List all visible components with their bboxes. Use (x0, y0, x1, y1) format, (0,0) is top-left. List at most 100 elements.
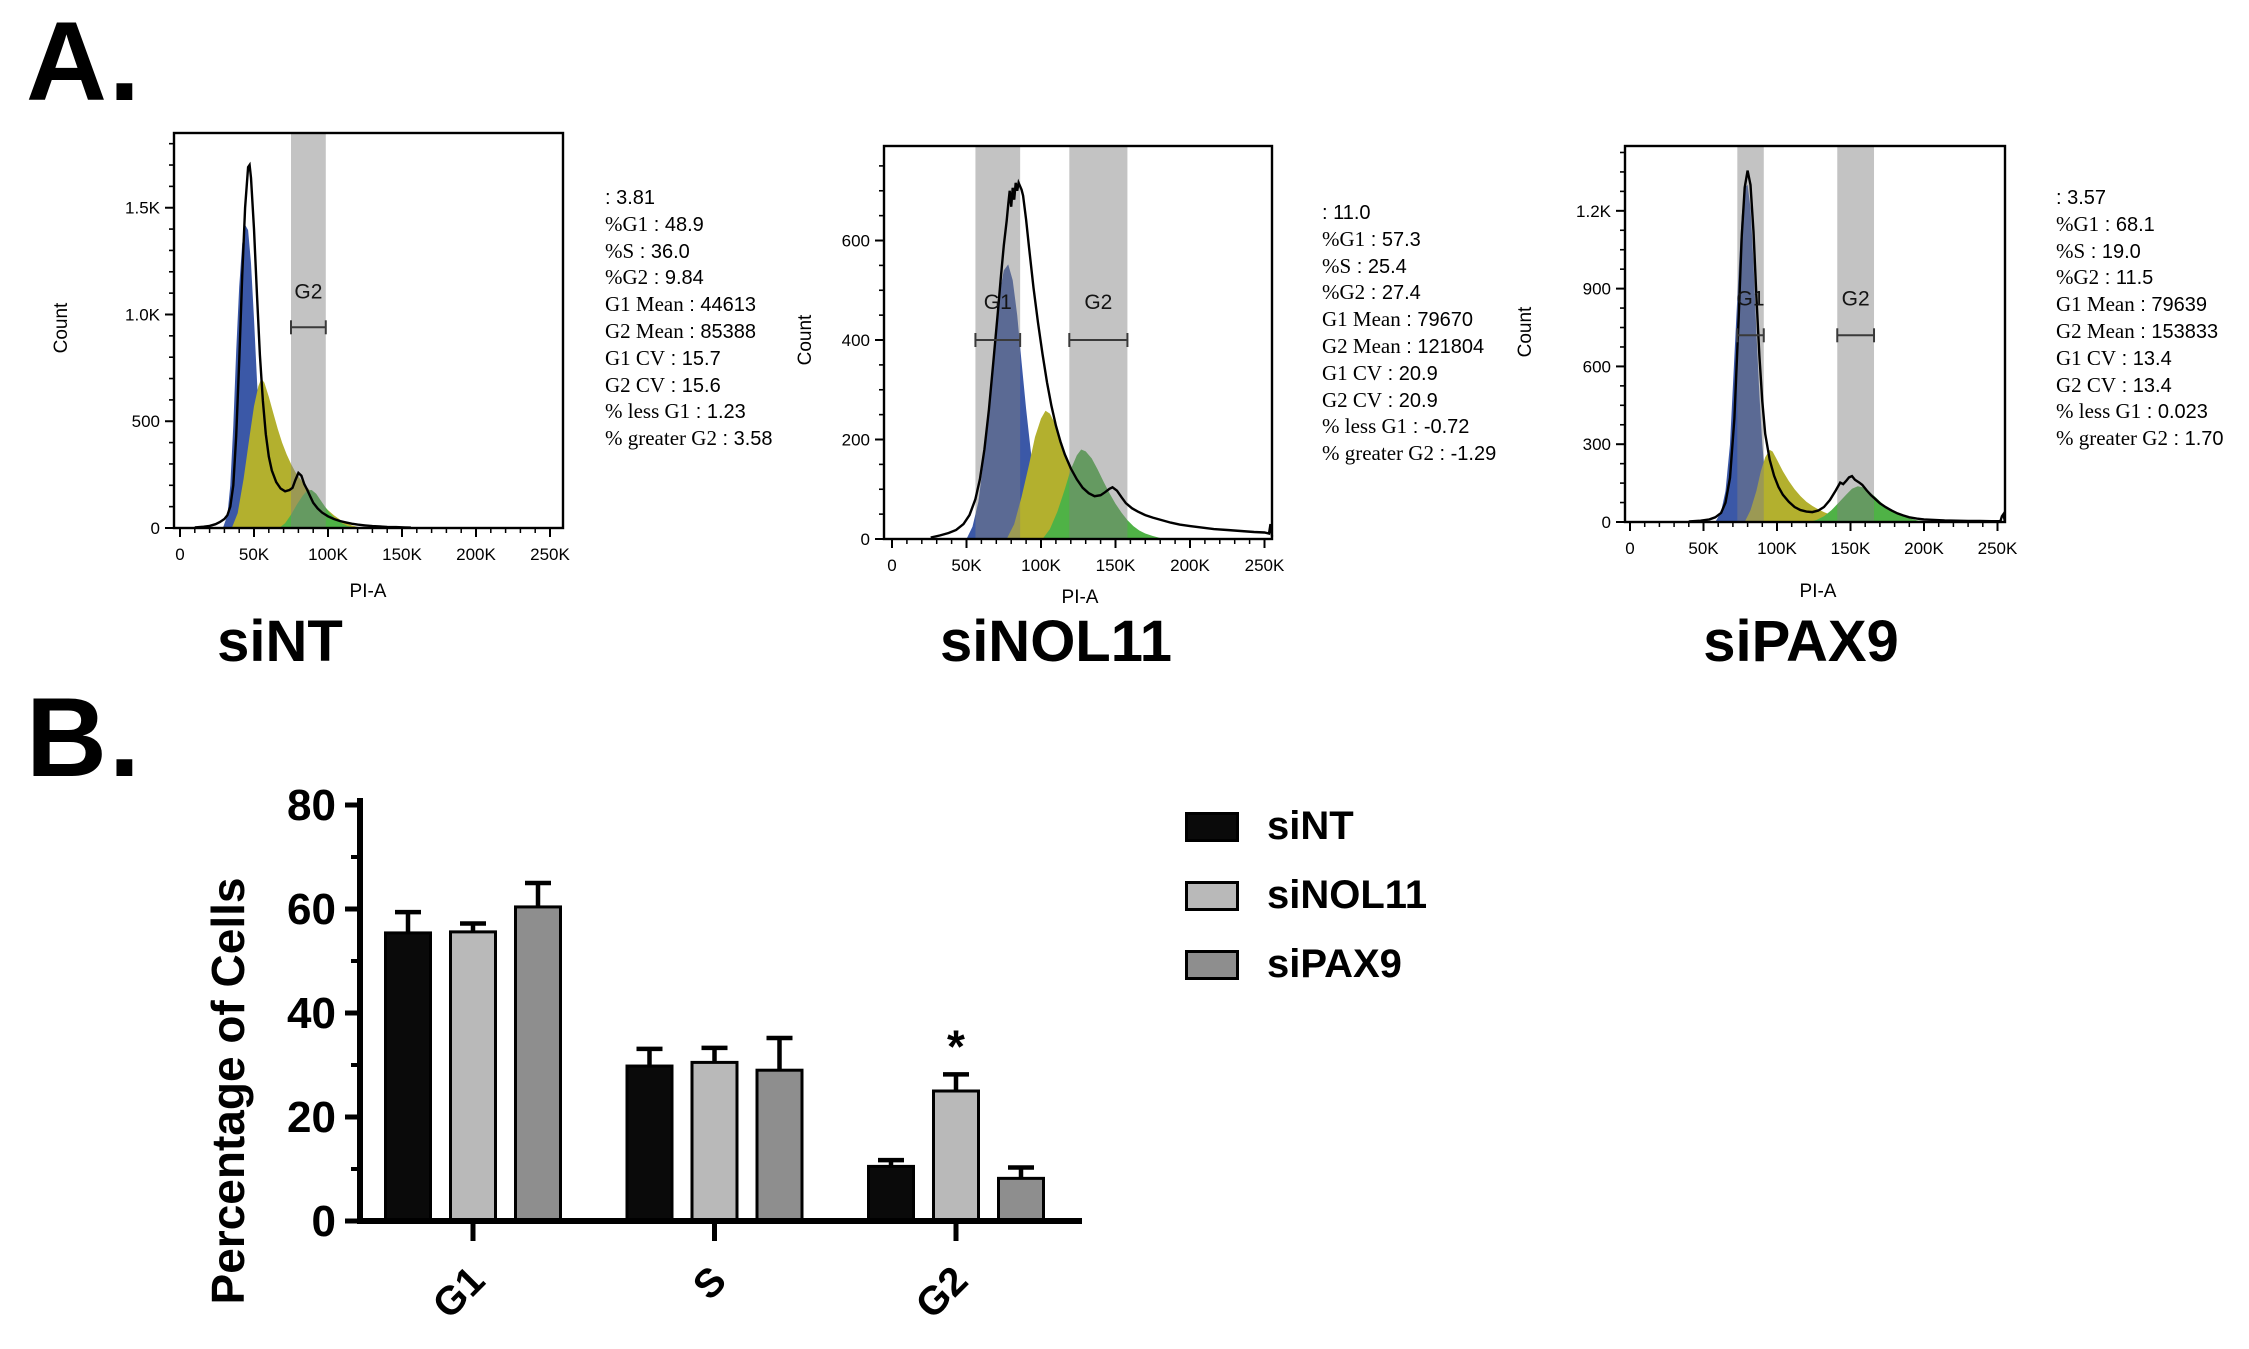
stat-label: G2 CV (2056, 372, 2117, 397)
xlabel-pi-a: PI-A (1799, 581, 1837, 602)
x-tick-label: 150K (1096, 556, 1136, 575)
stat-label: G2 CV (605, 372, 666, 397)
stat-row: %G2 : 11.5 (2056, 265, 2224, 292)
stat-label: % less G1 (2056, 399, 2142, 424)
stat-value: : 36.0 (634, 240, 690, 263)
x-tick-label: 250K (1245, 556, 1285, 575)
stat-label: %G2 (2056, 265, 2100, 290)
stat-value: : 13.4 (2116, 374, 2172, 397)
flow-histogram-siNT: G2 0 500 1.0K 1.5K 0 50K 100K 150K 200K 250K (125, 131, 571, 564)
panel-a-label: A. (26, 0, 142, 124)
y-tick-label: 300 (1583, 435, 1611, 454)
stat-value: : 153833 (2134, 320, 2219, 343)
stats-block-siNOL11: : 11.0 %G1 : 57.3 %S : 25.4 %G2 : 27.4 G1 Me… (1322, 200, 1496, 468)
stat-value: : 25.4 (1351, 255, 1407, 278)
x-tick-label: 0 (887, 556, 896, 575)
stat-label: %G1 (1322, 226, 1366, 251)
stat-row: G2 Mean : 121804 (1322, 334, 1496, 361)
stat-row: G1 Mean : 79639 (2056, 292, 2224, 319)
x-tick-label: 100K (1021, 556, 1061, 575)
y-tick-label: 600 (1583, 357, 1611, 376)
x-tick-label: 50K (239, 545, 270, 564)
stat-value: : 15.7 (665, 347, 721, 370)
stat-value: : 1.23 (690, 401, 746, 424)
gate-label-G1: G1 (984, 291, 1012, 314)
flow-histogram-siPAX9: G1 G2 0 300 600 900 1.2K 0 50K 100K 150K 200K 250K (1576, 144, 2018, 558)
gate-label-G1: G1 (1737, 287, 1765, 310)
stat-label: G1 Mean (2056, 292, 2135, 317)
stat-value: : 3.57 (2056, 187, 2107, 209)
y-tick-label: 1.0K (125, 305, 161, 324)
stat-label: G1 Mean (605, 292, 684, 317)
stat-label: G1 Mean (1322, 307, 1401, 332)
panel-b-label: B. (26, 675, 142, 800)
stat-value: : 20.9 (1382, 362, 1438, 385)
y-tick-label: 600 (842, 232, 870, 251)
legend-label-siNOL11: siNOL11 (1267, 873, 1428, 917)
x-tick-label: 250K (1978, 539, 2018, 558)
stat-value: : 27.4 (1365, 282, 1421, 305)
stat-label: %S (605, 238, 635, 263)
stat-row: G2 CV : 13.4 (2056, 373, 2224, 400)
stat-label: %S (1322, 253, 1352, 278)
legend-swatch-siNOL11 (1185, 880, 1239, 911)
x-tick-label: 50K (951, 556, 982, 575)
gate-band-G1 (975, 146, 1021, 539)
stat-row: G2 Mean : 153833 (2056, 319, 2224, 346)
ylabel-count: Count (1515, 306, 1536, 358)
total-histogram-outline (930, 178, 1274, 539)
stat-row: %G2 : 27.4 (1322, 280, 1496, 307)
y-tick-label: 500 (132, 412, 160, 431)
stat-row: % less G1 : 1.23 (605, 399, 773, 426)
y-tick-label: 0 (151, 519, 160, 538)
gate-label-G2: G2 (1084, 291, 1112, 314)
legend: siNT siNOL11 siPAX9 (1185, 792, 1427, 999)
stat-row: : 3.81 (605, 185, 773, 212)
ylabel-count: Count (51, 302, 72, 354)
stat-row: G2 CV : 20.9 (1322, 388, 1496, 415)
stat-value: : 85388 (683, 320, 757, 343)
population-fill-S (1744, 449, 1866, 522)
stat-row: %S : 25.4 (1322, 254, 1496, 281)
stat-label: %G2 (605, 265, 649, 290)
stat-row: G1 Mean : 79670 (1322, 307, 1496, 334)
stat-row: %G2 : 9.84 (605, 265, 773, 292)
stats-block-siNT: : 3.81 %G1 : 48.9 %S : 36.0 %G2 : 9.84 G1 Me… (605, 185, 773, 453)
stat-label: %G1 (605, 211, 649, 236)
stat-label: %G1 (2056, 211, 2100, 236)
stat-row: % less G1 : 0.023 (2056, 399, 2224, 426)
bar-siNT-G1 (384, 931, 432, 1223)
bar-siPAX9-G1 (514, 905, 562, 1223)
xlabel-pi-a: PI-A (349, 581, 387, 602)
x-tick-label: 0 (175, 545, 184, 564)
gate-label-G2: G2 (1842, 287, 1870, 310)
stat-label: %S (2056, 238, 2086, 263)
stat-value: : 11.0 (1322, 202, 1371, 224)
stat-label: %G2 (1322, 280, 1366, 305)
stats-block-siPAX9: : 3.57 %G1 : 68.1 %S : 19.0 %G2 : 11.5 G1 Me… (2056, 185, 2224, 453)
stat-value: : 0.023 (2141, 401, 2208, 424)
stat-label: % less G1 (605, 399, 691, 424)
y-tick-label: 1.2K (1576, 202, 1612, 221)
plot-title-siNT: siNT (217, 609, 343, 674)
stat-value: : 20.9 (1382, 389, 1438, 412)
stat-row: % greater G2 : -1.29 (1322, 441, 1496, 468)
x-tick-label: 200K (456, 545, 496, 564)
stat-label: G1 CV (2056, 345, 2117, 370)
bar-y-tick-label: 80 (287, 781, 336, 830)
x-tick-label: 50K (1688, 539, 1719, 558)
stat-value: : 19.0 (2085, 240, 2141, 263)
y-tick-label: 200 (842, 431, 870, 450)
bar-siPAX9-S (755, 1068, 804, 1223)
y-tick-label: 900 (1583, 280, 1611, 299)
stat-value: : 1.70 (2167, 428, 2224, 451)
gate-bracket-G2 (1068, 333, 1129, 348)
stat-row: G1 CV : 15.7 (605, 346, 773, 373)
bar-y-tick-label: 20 (287, 1093, 336, 1142)
stat-label: G1 CV (1322, 360, 1383, 385)
stat-label: G2 Mean (2056, 318, 2135, 343)
x-tick-label: 100K (1757, 539, 1797, 558)
plot-title-siNOL11: siNOL11 (939, 609, 1173, 674)
bar-y-tick-label: 40 (287, 989, 336, 1038)
gate-bracket-G1 (1736, 328, 1765, 343)
